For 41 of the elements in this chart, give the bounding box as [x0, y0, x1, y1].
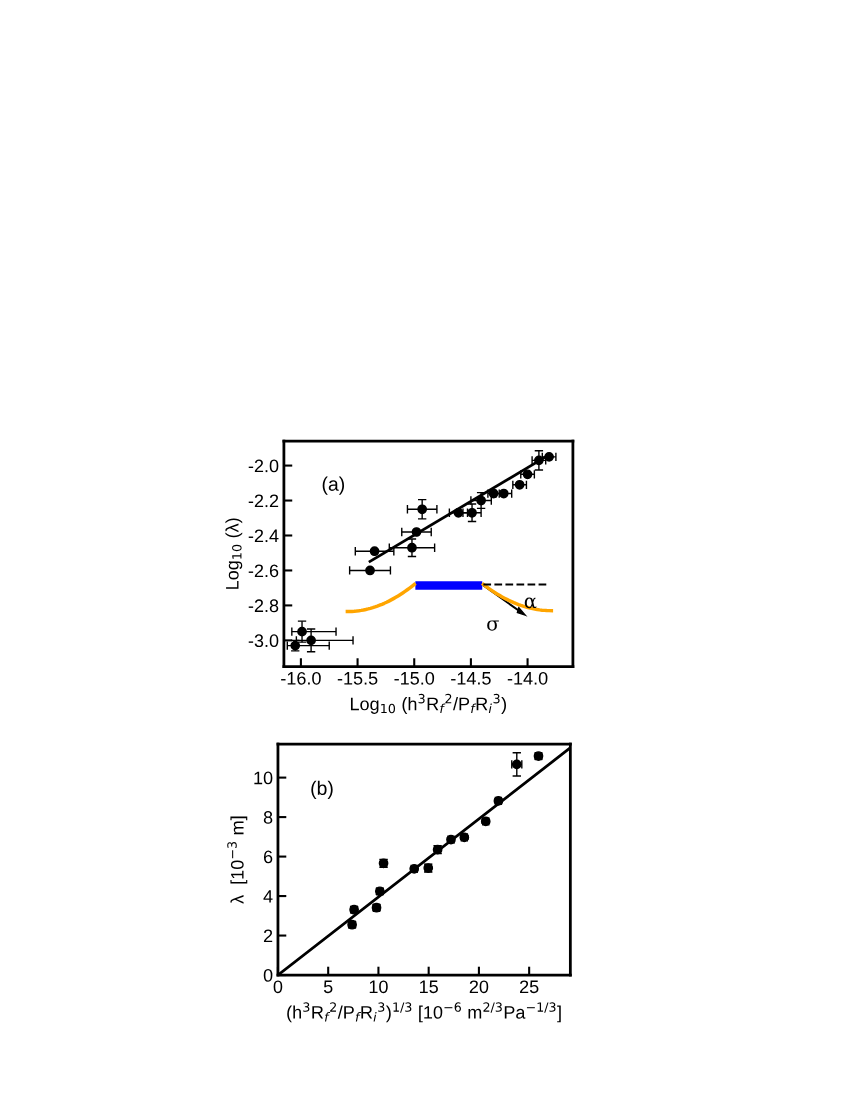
x-tick-label: 10 — [369, 980, 388, 994]
y-tick-label: 0 — [263, 968, 273, 982]
x-tick-label: 5 — [323, 980, 333, 994]
y-axis-title: Log$_{10}$ (λ) — [225, 518, 243, 589]
point — [365, 565, 375, 576]
point — [417, 504, 428, 515]
x-tick-label: -14.0 — [507, 671, 548, 685]
x-tick-label: 20 — [469, 980, 489, 994]
point — [498, 488, 509, 499]
y-tick-label: -2.0 — [248, 459, 279, 473]
y-tick-label: 2 — [263, 929, 273, 943]
annotation: (a) — [322, 476, 345, 495]
point — [453, 507, 464, 518]
y-tick-label: -2.6 — [248, 564, 279, 578]
y-tick-label: -2.8 — [248, 599, 279, 613]
point — [467, 507, 477, 518]
y-tick-label: -3.0 — [248, 634, 279, 648]
point — [407, 542, 417, 553]
point — [306, 635, 316, 646]
y-tick-label: -2.4 — [248, 529, 279, 543]
text: Log$_{10}$ (h$^{3}$R$_{f}$$^{2}$/P$_{f}$R$_{i}$$^{3}$) — [350, 693, 506, 714]
annotation: σ — [487, 620, 499, 631]
annotation: (b) — [311, 780, 333, 799]
x-tick-label: 15 — [420, 980, 438, 994]
x-tick-label: -15.0 — [394, 671, 435, 685]
point — [297, 626, 307, 637]
x-tick-label: -15.5 — [337, 672, 378, 685]
point — [411, 527, 422, 537]
y-tick-label: -2.2 — [248, 494, 279, 508]
annotation: α — [524, 597, 537, 609]
y-tick-label: 8 — [263, 811, 273, 824]
x-tick-label: -14.5 — [451, 672, 491, 685]
x-tick-label: -16.0 — [281, 671, 321, 685]
text: (h$^{3}$R$_{f}$$^{2}$/P$_{f}$R$_{i}$$^{3}$)$^{1/3}$ [10$^{−6}$ m$^{2/3}$Pa$^{−1/3}$] — [287, 1002, 561, 1023]
y-axis-title: λ [10$^{−3}$ m] — [227, 816, 248, 904]
point — [369, 546, 380, 557]
x-tick-label: 25 — [520, 980, 539, 994]
point — [476, 495, 486, 506]
y-tick-label: 4 — [263, 890, 273, 903]
y-tick-label: 10 — [254, 771, 273, 785]
y-tick-label: 6 — [263, 850, 273, 864]
